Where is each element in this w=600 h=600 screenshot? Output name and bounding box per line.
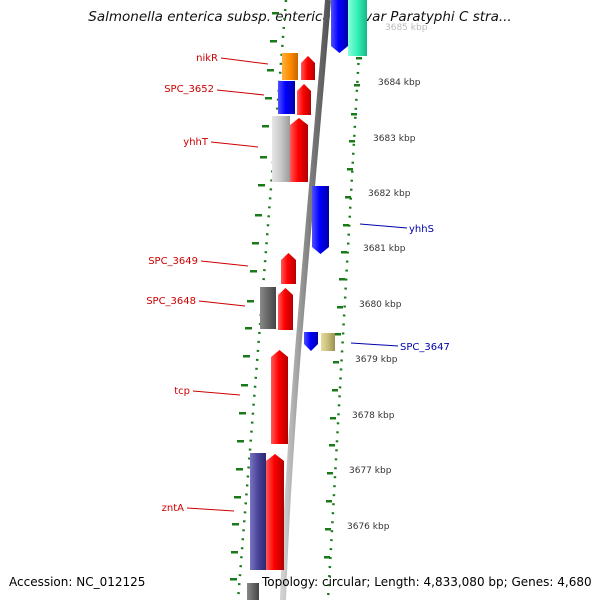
tick-mark [272,12,279,15]
gene-bottom-partial[interactable] [247,583,259,600]
gene-label-SPC_3652[interactable]: SPC_3652 [164,84,214,95]
tick-mark [356,57,362,60]
scale-labels: 3685 kbp 3684 kbp 3683 kbp 3682 kbp 3681… [347,23,428,532]
tick-mark [333,361,339,364]
leader-line [220,57,269,65]
inner-tick-ring [326,0,364,600]
tick-mark [345,196,351,199]
tick-mark [247,300,254,303]
tick-mark [327,472,333,475]
tick-mark [332,389,338,392]
tick-mark [255,214,262,217]
tick-mark [341,251,347,254]
tick-marks [230,12,362,581]
tick-mark [258,184,265,187]
leader-line [186,507,235,512]
scale-label: 3680 kbp [359,300,402,310]
tick-mark [239,412,246,415]
scale-label: 3679 kbp [355,355,398,365]
tick-mark [241,384,248,387]
tick-mark [265,97,272,100]
leader-line [192,390,241,396]
leader-line [359,223,408,229]
leader-line [216,89,265,96]
genome-summary-text: Topology: circular; Length: 4,833,080 bp… [262,575,592,589]
leader-line [198,300,246,307]
gene-top-mint[interactable] [348,0,367,56]
map-title: Salmonella enterica subsp. enterica sero… [88,9,512,25]
gene-label-tcp[interactable]: tcp [174,386,190,397]
tick-mark [339,278,345,281]
gene-nikR[interactable] [301,56,315,80]
tick-mark [230,578,237,581]
genome-backbone [280,0,331,600]
tick-mark [335,333,341,336]
tick-mark [231,551,238,554]
gene-SPC_3648-partner[interactable] [260,287,276,329]
tick-mark [329,444,335,447]
tick-mark [337,306,343,309]
gene-yhhS[interactable] [312,186,329,254]
leader-line [350,342,399,347]
tick-mark [326,500,332,503]
gene-label-yhhS[interactable]: yhhS [409,224,434,235]
gene-label-yhhT[interactable]: yhhT [183,137,209,148]
gene-SPC_3647[interactable] [321,333,335,351]
gene-label-zntA[interactable]: zntA [162,503,185,514]
tick-mark [325,528,331,531]
gene-tcp[interactable] [271,350,288,444]
leader-line [200,260,249,267]
tick-mark [234,496,241,499]
tick-mark [252,242,259,245]
scale-label: 3683 kbp [373,134,416,144]
tick-mark [324,556,330,559]
label-leader-lines [186,57,408,512]
tick-mark [232,523,239,526]
tick-mark [267,69,274,72]
gene-label-nikR[interactable]: nikR [196,53,218,64]
gene-label-SPC_3649[interactable]: SPC_3649 [148,256,198,267]
gene-arrows [247,0,367,600]
gene-SPC_3649[interactable] [281,253,296,284]
gene-yhhT[interactable] [290,118,308,182]
gene-SPC_3652[interactable] [297,84,311,115]
tick-mark [330,417,336,420]
scale-label: 3682 kbp [368,189,411,199]
accession-text: Accession: NC_012125 [9,575,146,589]
gene-nikR-partner[interactable] [282,53,298,80]
tick-mark [262,125,269,128]
tick-mark [347,168,353,171]
tick-mark [343,224,349,227]
scale-label: 3678 kbp [352,411,395,421]
scale-label: 3677 kbp [349,466,392,476]
scale-label: 3676 kbp [347,522,390,532]
gene-yhhT-partner[interactable] [272,116,290,182]
gene-zntA[interactable] [266,454,284,570]
scale-label: 3685 kbp [385,23,428,33]
tick-mark [349,140,355,143]
tick-mark [250,270,257,273]
gene-SPC_3648[interactable] [278,288,293,330]
scale-label: 3681 kbp [363,244,406,254]
tick-mark [270,40,277,43]
tick-mark [351,113,357,116]
gene-SPC_3652-partner[interactable] [278,81,295,114]
tick-mark [237,440,244,443]
gene-SPC_3647-partner[interactable] [304,332,318,351]
tick-mark [243,355,250,358]
tick-mark [260,156,267,159]
tick-mark [236,468,243,471]
leader-line [210,141,259,148]
tick-mark [245,327,252,330]
scale-label: 3684 kbp [378,78,421,88]
gene-top-blue[interactable] [331,0,348,53]
gene-zntA-partner[interactable] [250,453,266,570]
gene-label-SPC_3648[interactable]: SPC_3648 [146,296,196,307]
gene-label-SPC_3647[interactable]: SPC_3647 [400,342,450,353]
tick-mark [354,84,360,87]
